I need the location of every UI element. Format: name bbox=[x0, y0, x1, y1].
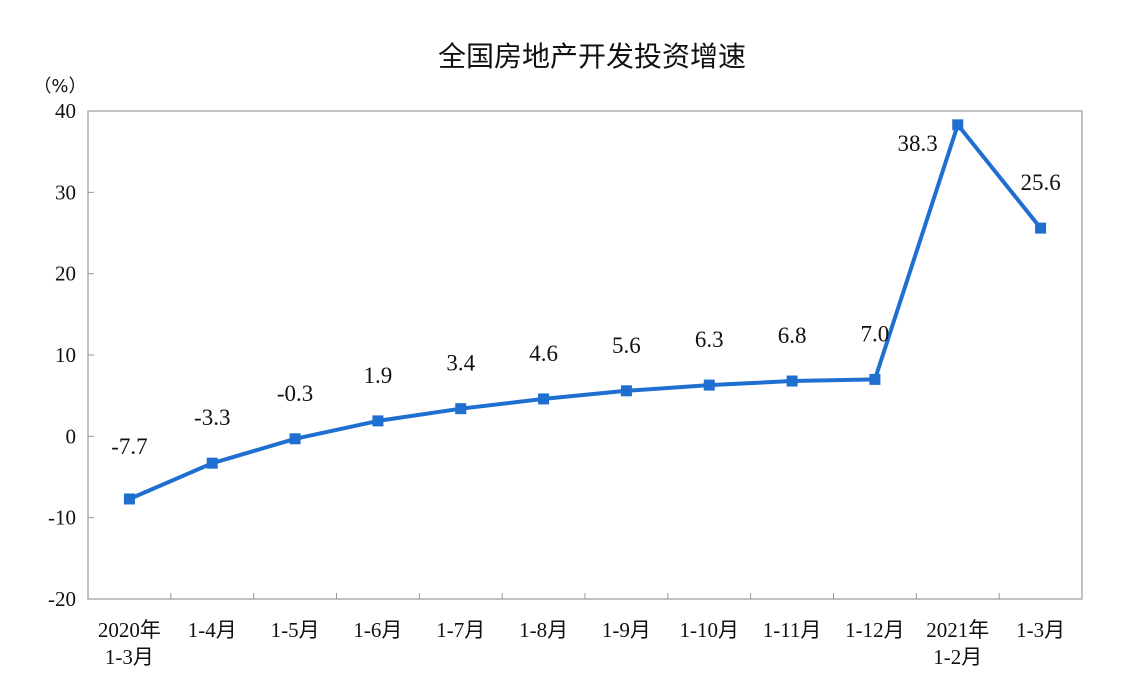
y-tick-label: 0 bbox=[66, 424, 77, 448]
data-point bbox=[455, 403, 467, 415]
series-line bbox=[123, 119, 1047, 505]
x-axis: 2020年 1-3月 1-4月 1-5月 1-6月 1-7月 1-8月 1-9月 1-10月 1-… bbox=[98, 593, 1065, 669]
y-axis-unit: （%） bbox=[33, 76, 86, 97]
y-tick-label: -20 bbox=[48, 587, 76, 611]
x-tick-label: 1-11月 bbox=[763, 618, 822, 642]
y-tick-label: 10 bbox=[55, 343, 76, 367]
data-label: 6.3 bbox=[695, 327, 724, 352]
data-label: -7.7 bbox=[111, 434, 147, 459]
data-point bbox=[1035, 222, 1047, 234]
data-point bbox=[869, 373, 881, 385]
x-tick-label: 1-12月 bbox=[845, 618, 905, 642]
x-tick-label: 1-4月 bbox=[188, 618, 237, 642]
data-label: -3.3 bbox=[194, 405, 230, 430]
data-label: 1.9 bbox=[364, 363, 393, 388]
data-point bbox=[123, 493, 135, 505]
x-tick-label: 2020年 bbox=[98, 618, 161, 642]
chart-title: 全国房地产开发投资增速 bbox=[438, 40, 746, 73]
y-tick-label: 20 bbox=[55, 262, 76, 286]
plot-area-frame bbox=[87, 110, 1083, 600]
y-axis: 40 30 20 10 0 -10 -20 bbox=[48, 99, 94, 611]
data-label: 5.6 bbox=[612, 333, 641, 358]
data-point bbox=[786, 375, 798, 387]
x-tick-label: 1-5月 bbox=[271, 618, 320, 642]
x-tick-label: 1-3月 bbox=[1016, 618, 1065, 642]
data-point bbox=[703, 379, 715, 391]
data-point bbox=[952, 119, 964, 131]
series-path bbox=[127, 122, 1043, 501]
data-label: 4.6 bbox=[529, 341, 558, 366]
x-tick-label: 1-8月 bbox=[519, 618, 568, 642]
x-tick-label: 2021年 bbox=[926, 618, 989, 642]
data-label: 3.4 bbox=[446, 351, 475, 376]
y-tick-label: 30 bbox=[55, 180, 76, 204]
data-label: -0.3 bbox=[277, 381, 313, 406]
data-point bbox=[620, 385, 632, 397]
data-labels: -7.7 -3.3 -0.3 1.9 3.4 4.6 5.6 6.3 6.8 7.0 38.3 25.… bbox=[111, 131, 1061, 459]
data-point bbox=[289, 433, 301, 445]
x-tick-label: 1-9月 bbox=[602, 618, 651, 642]
data-point bbox=[372, 415, 384, 427]
data-point bbox=[206, 457, 218, 469]
x-tick-label: 1-7月 bbox=[436, 618, 485, 642]
x-tick-label: 1-10月 bbox=[680, 618, 740, 642]
data-label: 7.0 bbox=[861, 321, 890, 346]
x-tick-label: 1-6月 bbox=[353, 618, 402, 642]
data-point bbox=[538, 393, 550, 405]
y-tick-label: 40 bbox=[55, 99, 76, 123]
data-label: 38.3 bbox=[898, 131, 938, 156]
y-tick-label: -10 bbox=[48, 506, 76, 530]
data-label: 6.8 bbox=[778, 323, 807, 348]
data-label: 25.6 bbox=[1020, 170, 1060, 195]
x-tick-label: 1-3月 bbox=[105, 645, 154, 669]
x-tick-label: 1-2月 bbox=[933, 645, 982, 669]
